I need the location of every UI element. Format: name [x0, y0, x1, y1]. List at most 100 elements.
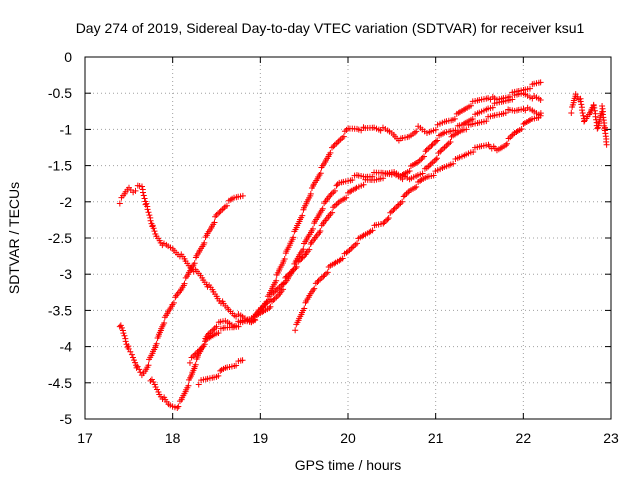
data-point	[273, 277, 280, 284]
data-point	[422, 148, 429, 155]
data-point	[201, 239, 208, 246]
data-point	[239, 357, 246, 364]
data-point	[139, 189, 146, 196]
data-point	[537, 79, 544, 86]
data-point	[298, 255, 305, 262]
y-tick-label: -3.5	[48, 302, 72, 318]
data-point	[152, 384, 159, 391]
data-point	[282, 274, 289, 281]
series-track-5	[195, 357, 246, 388]
data-point	[161, 319, 168, 326]
data-point	[591, 107, 598, 114]
y-tick-label: 0	[64, 49, 72, 65]
data-point	[317, 170, 324, 177]
data-point	[437, 148, 444, 155]
data-point	[213, 323, 220, 330]
data-point	[131, 357, 138, 364]
data-point	[327, 191, 334, 198]
data-point	[217, 367, 224, 374]
data-point	[118, 324, 125, 331]
axis-ticks: 17 18 19 20 21 22 23 0 -0.5 -1 -1.5 -2 -2.5 -3 -3.5 -4 -…	[48, 49, 619, 446]
data-point	[311, 285, 318, 292]
data-point	[470, 148, 477, 155]
data-point	[191, 351, 198, 358]
y-axis-title: SDTVAR / TECUs	[6, 182, 22, 294]
data-point	[149, 222, 156, 229]
data-point	[535, 114, 542, 121]
data-point	[385, 215, 392, 222]
data-point	[352, 185, 359, 192]
data-point	[349, 177, 356, 184]
series-track-4	[186, 104, 544, 366]
data-point	[508, 132, 515, 139]
data-point	[202, 338, 209, 345]
data-point	[497, 145, 504, 152]
data-point	[460, 120, 467, 127]
data-point	[281, 256, 288, 263]
chart-title: Day 274 of 2019, Sidereal Day-to-day VTE…	[76, 20, 585, 36]
series-track-3	[147, 90, 544, 411]
data-point	[314, 278, 321, 285]
data-point	[591, 104, 598, 111]
data-point	[133, 364, 140, 371]
data-point	[175, 403, 182, 410]
data-point	[411, 129, 418, 136]
data-point	[195, 381, 202, 388]
data-point	[144, 206, 151, 213]
data-point	[406, 167, 413, 174]
grid-lines	[85, 57, 611, 419]
data-point	[280, 280, 287, 287]
y-tick-label: -2	[60, 194, 73, 210]
data-point	[292, 327, 299, 334]
data-point	[537, 97, 544, 104]
data-point	[154, 386, 161, 393]
data-point	[463, 126, 470, 133]
y-tick-label: -4	[60, 339, 73, 355]
data-point	[413, 128, 420, 135]
data-point	[132, 359, 139, 366]
data-point	[206, 334, 213, 341]
x-tick-label: 17	[77, 430, 93, 446]
data-point	[504, 140, 511, 147]
data-point	[293, 263, 300, 270]
data-point	[223, 202, 230, 209]
data-point	[148, 376, 155, 383]
data-point	[594, 125, 601, 132]
data-point	[525, 118, 532, 125]
data-point	[288, 269, 295, 276]
data-point	[413, 183, 420, 190]
data-point	[250, 314, 257, 321]
x-tick-label: 19	[253, 430, 269, 446]
data-point	[153, 340, 160, 347]
data-point	[306, 246, 313, 253]
data-point	[483, 118, 490, 125]
data-point	[216, 209, 223, 216]
data-point	[150, 225, 157, 232]
data-point	[122, 338, 129, 345]
data-point	[174, 404, 181, 411]
data-point	[327, 149, 334, 156]
data-point	[299, 212, 306, 219]
data-point	[181, 280, 188, 287]
data-point	[145, 362, 152, 369]
data-point	[394, 202, 401, 209]
data-point	[117, 322, 124, 329]
data-point	[439, 130, 446, 137]
y-tick-label: -5	[60, 411, 73, 427]
data-point	[290, 234, 297, 241]
y-tick-label: -4.5	[48, 375, 72, 391]
data-point	[426, 162, 433, 169]
data-point	[259, 309, 266, 316]
data-point	[150, 379, 157, 386]
y-tick-label: -1	[60, 121, 73, 137]
data-point	[336, 257, 343, 264]
data-point	[215, 372, 222, 379]
data-point	[400, 193, 407, 200]
data-point	[453, 130, 460, 137]
data-point	[186, 359, 193, 366]
data-point	[196, 347, 203, 354]
data-point	[339, 196, 346, 203]
data-point	[330, 143, 337, 150]
data-point	[292, 265, 299, 272]
